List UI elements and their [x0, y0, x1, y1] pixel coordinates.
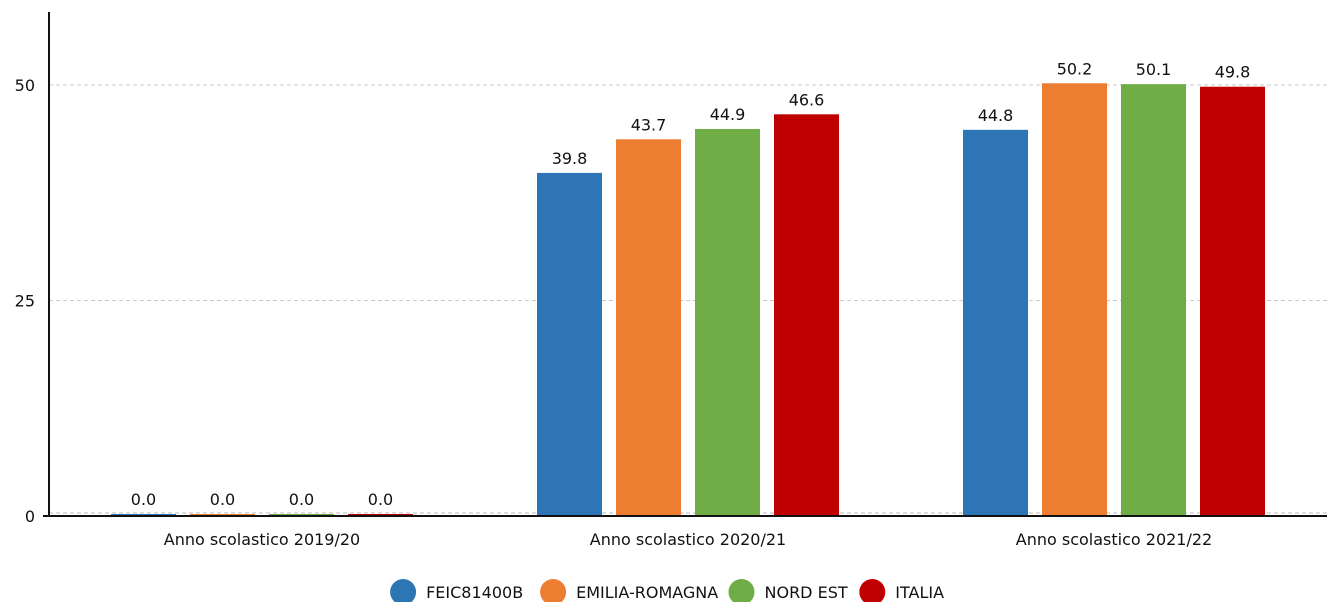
bar	[1121, 84, 1186, 516]
gridlines	[49, 84, 1327, 514]
data-label: 46.6	[789, 90, 825, 109]
data-label: 43.7	[631, 115, 667, 134]
data-label: 0.0	[289, 490, 314, 509]
legend-item[interactable]: FEIC81400B	[390, 579, 523, 602]
data-label: 44.9	[710, 105, 746, 124]
bars	[111, 83, 1265, 517]
y-tick-label: 50	[15, 76, 35, 95]
data-label: 0.0	[368, 490, 393, 509]
legend-swatch	[390, 579, 417, 602]
data-label: 50.1	[1136, 60, 1172, 79]
bar	[1042, 83, 1107, 516]
legend: FEIC81400B EMILIA-ROMAGNA NORD EST ITALIA	[390, 579, 944, 602]
legend-swatch	[728, 579, 755, 602]
legend-label: ITALIA	[895, 583, 944, 602]
x-tick-label: Anno scolastico 2021/22	[1016, 530, 1212, 549]
axes: 0 25 50 Anno scolastico 2019/20 Anno scolast…	[15, 12, 1327, 549]
data-label: 0.0	[210, 490, 235, 509]
y-tick-label: 0	[25, 507, 35, 526]
legend-label: NORD EST	[765, 583, 848, 602]
x-tick-label: Anno scolastico 2019/20	[164, 530, 360, 549]
data-label: 39.8	[552, 149, 588, 168]
legend-item[interactable]: NORD EST	[728, 579, 848, 602]
legend-label: EMILIA-ROMAGNA	[576, 583, 718, 602]
legend-item[interactable]: ITALIA	[859, 579, 944, 602]
value-labels: 0.0 0.0 0.0 0.0 39.8 43.7 44.9 46.6 44.8 50.2 50.1…	[131, 59, 1251, 509]
bar	[963, 129, 1028, 516]
bar	[616, 139, 681, 516]
data-label: 44.8	[978, 106, 1014, 125]
legend-swatch	[540, 579, 567, 602]
x-tick-label: Anno scolastico 2020/21	[590, 530, 786, 549]
bar	[1200, 86, 1265, 516]
legend-swatch	[859, 579, 886, 602]
legend-label: FEIC81400B	[426, 583, 523, 602]
y-tick-label: 25	[15, 292, 35, 311]
legend-item[interactable]: EMILIA-ROMAGNA	[540, 579, 718, 602]
bar	[537, 172, 602, 516]
data-label: 0.0	[131, 490, 156, 509]
bar	[695, 128, 760, 516]
data-label: 50.2	[1057, 59, 1093, 78]
bar	[774, 114, 839, 517]
data-label: 49.8	[1215, 63, 1251, 82]
